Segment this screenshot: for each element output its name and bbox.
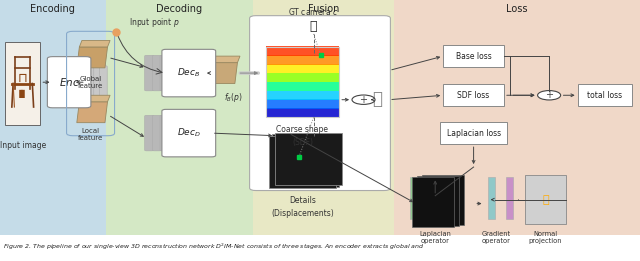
Text: Loss: Loss — [506, 4, 528, 14]
Text: Encoding: Encoding — [30, 4, 75, 14]
Text: Base loss: Base loss — [456, 52, 492, 61]
Text: Figure 2. The pipeline of our single-view 3D reconstruction network D$^2$IM-Net : Figure 2. The pipeline of our single-vie… — [3, 241, 425, 252]
FancyBboxPatch shape — [145, 55, 154, 91]
Bar — [266, 73, 339, 82]
Bar — [506, 177, 513, 219]
Text: 🪑: 🪑 — [372, 90, 383, 108]
Text: GT camera $c$: GT camera $c$ — [289, 6, 339, 17]
Polygon shape — [77, 102, 108, 123]
Bar — [106, 0, 253, 235]
FancyBboxPatch shape — [152, 55, 161, 91]
Bar — [266, 82, 339, 91]
Bar — [443, 84, 504, 106]
Text: Global
feature: Global feature — [78, 76, 104, 89]
Text: +: + — [360, 95, 367, 105]
FancyBboxPatch shape — [160, 55, 169, 91]
FancyBboxPatch shape — [100, 66, 108, 99]
Text: Input point $p$: Input point $p$ — [129, 16, 180, 29]
FancyBboxPatch shape — [145, 115, 154, 151]
FancyBboxPatch shape — [94, 66, 102, 99]
Text: +: + — [545, 90, 553, 100]
Polygon shape — [79, 40, 110, 47]
Text: ⊓: ⊓ — [18, 72, 28, 85]
FancyBboxPatch shape — [152, 115, 161, 151]
Text: Coarse shape: Coarse shape — [276, 125, 328, 134]
Bar — [269, 136, 336, 188]
Bar — [394, 0, 640, 235]
Bar — [0, 0, 106, 235]
Text: Local
feature: Local feature — [78, 128, 104, 141]
Bar — [275, 133, 342, 185]
Text: total loss: total loss — [588, 91, 622, 100]
Text: $Dec_B$: $Dec_B$ — [177, 67, 200, 79]
FancyBboxPatch shape — [162, 49, 216, 97]
Bar — [525, 175, 566, 224]
FancyBboxPatch shape — [162, 109, 216, 157]
Bar — [410, 177, 417, 219]
Text: $Enc$: $Enc$ — [59, 76, 79, 88]
Bar — [272, 134, 339, 187]
Text: (SDF): (SDF) — [292, 138, 313, 147]
Text: Details: Details — [289, 196, 316, 205]
Bar — [5, 42, 40, 125]
Bar — [417, 176, 459, 226]
FancyBboxPatch shape — [47, 57, 91, 108]
Bar — [578, 84, 632, 106]
Text: Fusion: Fusion — [307, 4, 339, 14]
FancyBboxPatch shape — [160, 115, 169, 151]
Text: SDF loss: SDF loss — [458, 91, 490, 100]
Bar — [440, 122, 507, 144]
Bar — [443, 45, 504, 67]
Bar — [266, 47, 339, 117]
Bar — [412, 177, 454, 227]
Text: Laplacian loss: Laplacian loss — [447, 129, 500, 138]
Bar — [488, 177, 495, 219]
Text: $Dec_D$: $Dec_D$ — [177, 127, 201, 139]
Text: Decoding: Decoding — [156, 4, 202, 14]
Text: Gradient
operator: Gradient operator — [481, 231, 511, 244]
Polygon shape — [77, 47, 108, 68]
Text: 📷: 📷 — [310, 20, 317, 33]
FancyBboxPatch shape — [88, 66, 96, 99]
Bar — [253, 0, 394, 235]
Polygon shape — [79, 95, 110, 102]
Bar — [266, 91, 339, 100]
Text: $f_B(p)$: $f_B(p)$ — [224, 91, 243, 104]
Bar — [266, 64, 339, 73]
Text: Laplacian
operator: Laplacian operator — [419, 231, 451, 244]
Polygon shape — [209, 56, 240, 63]
Text: Input image: Input image — [0, 141, 46, 150]
Text: ▐▌: ▐▌ — [16, 90, 29, 98]
Polygon shape — [207, 63, 237, 84]
Bar — [266, 46, 339, 56]
FancyBboxPatch shape — [250, 16, 390, 191]
FancyBboxPatch shape — [83, 66, 90, 99]
Text: Normal
projection: Normal projection — [529, 231, 562, 244]
Text: (Displacements): (Displacements) — [271, 209, 334, 218]
Circle shape — [352, 95, 375, 104]
Text: 🪑: 🪑 — [542, 195, 549, 205]
Bar — [266, 108, 339, 117]
Circle shape — [538, 91, 561, 100]
Bar — [266, 55, 339, 65]
Bar — [266, 99, 339, 109]
Bar — [422, 175, 464, 225]
